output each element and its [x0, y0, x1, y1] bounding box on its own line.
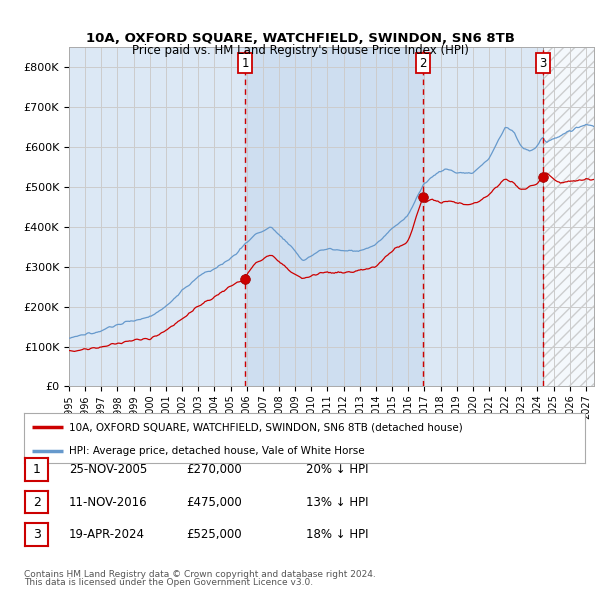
- Text: £475,000: £475,000: [186, 496, 242, 509]
- Text: 10A, OXFORD SQUARE, WATCHFIELD, SWINDON, SN6 8TB (detached house): 10A, OXFORD SQUARE, WATCHFIELD, SWINDON,…: [69, 422, 463, 432]
- Text: 19-APR-2024: 19-APR-2024: [69, 528, 145, 541]
- Text: This data is licensed under the Open Government Licence v3.0.: This data is licensed under the Open Gov…: [24, 578, 313, 587]
- Text: Price paid vs. HM Land Registry's House Price Index (HPI): Price paid vs. HM Land Registry's House …: [131, 44, 469, 57]
- Text: 3: 3: [539, 57, 547, 70]
- Text: £270,000: £270,000: [186, 463, 242, 476]
- Text: 25-NOV-2005: 25-NOV-2005: [69, 463, 147, 476]
- Text: Contains HM Land Registry data © Crown copyright and database right 2024.: Contains HM Land Registry data © Crown c…: [24, 570, 376, 579]
- Text: 18% ↓ HPI: 18% ↓ HPI: [306, 528, 368, 541]
- Text: 10A, OXFORD SQUARE, WATCHFIELD, SWINDON, SN6 8TB: 10A, OXFORD SQUARE, WATCHFIELD, SWINDON,…: [86, 32, 514, 45]
- Text: HPI: Average price, detached house, Vale of White Horse: HPI: Average price, detached house, Vale…: [69, 445, 365, 455]
- Text: 2: 2: [32, 496, 41, 509]
- Text: 20% ↓ HPI: 20% ↓ HPI: [306, 463, 368, 476]
- Text: 1: 1: [32, 463, 41, 476]
- Text: 11-NOV-2016: 11-NOV-2016: [69, 496, 148, 509]
- Text: 1: 1: [242, 57, 249, 70]
- Text: 2: 2: [419, 57, 427, 70]
- Text: £525,000: £525,000: [186, 528, 242, 541]
- Text: 3: 3: [32, 528, 41, 541]
- Text: 13% ↓ HPI: 13% ↓ HPI: [306, 496, 368, 509]
